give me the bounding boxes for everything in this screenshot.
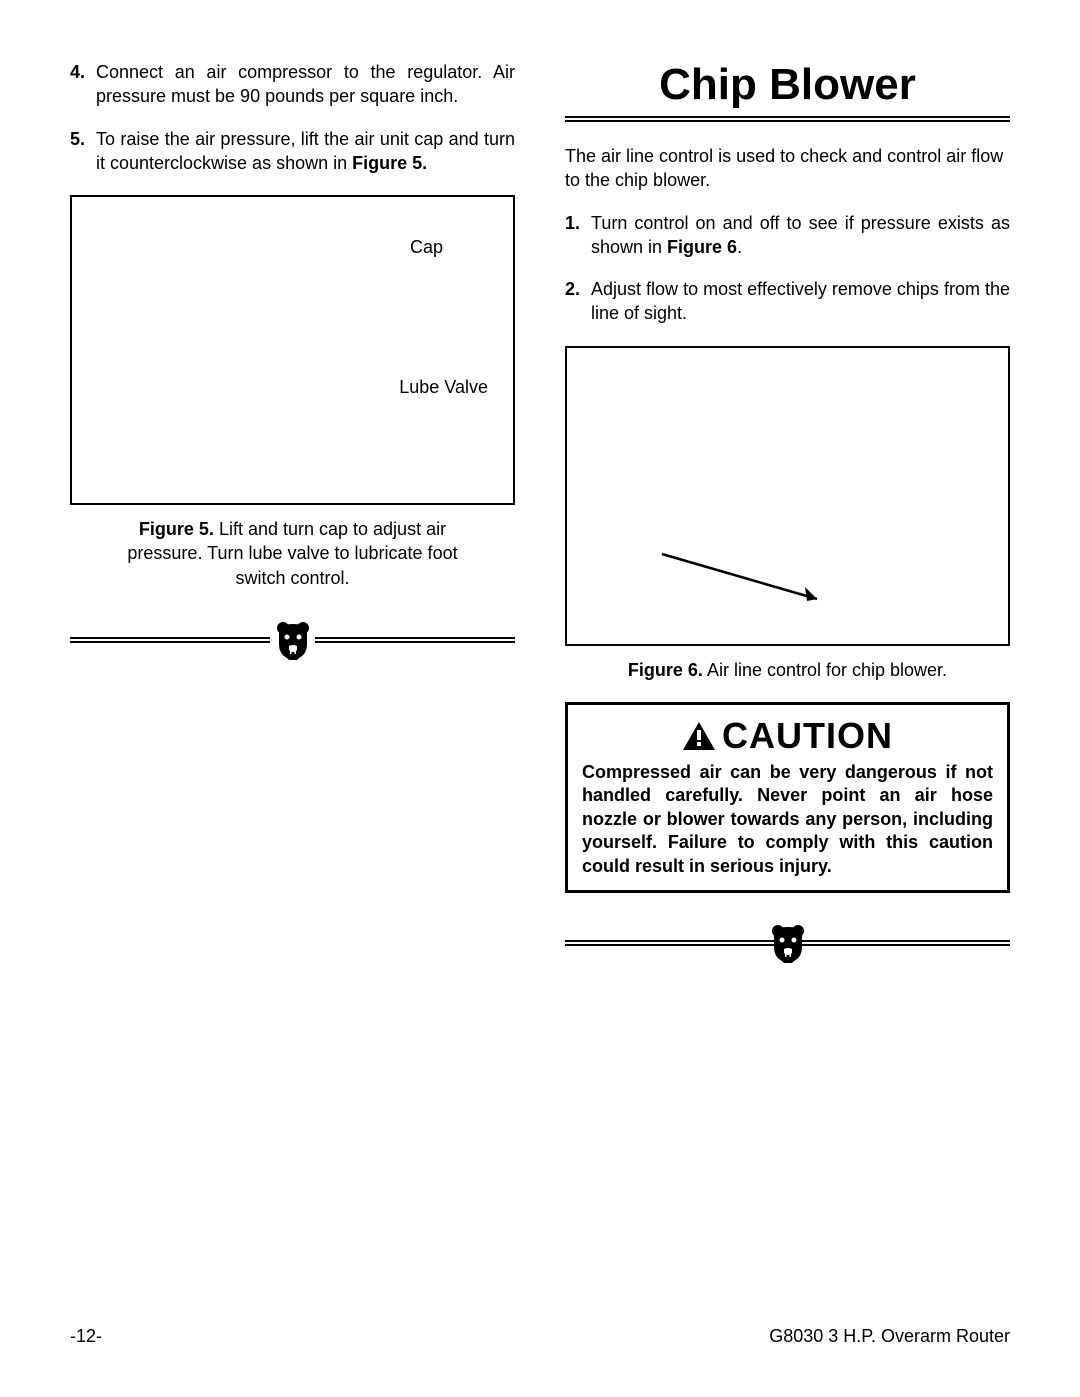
list-body: Connect an air compressor to the regulat… <box>96 60 515 109</box>
warning-triangle-icon <box>682 721 716 751</box>
caution-header: CAUTION <box>582 715 993 757</box>
list-number: 4. <box>70 60 96 109</box>
figure-6-caption: Figure 6. Air line control for chip blow… <box>565 658 1010 682</box>
caption-bold: Figure 5. <box>139 519 214 539</box>
caution-title: CAUTION <box>722 715 893 757</box>
text-run: To raise the air pressure, lift the air … <box>96 129 515 173</box>
figure-ref: Figure 6 <box>667 237 737 257</box>
title-rule <box>565 116 1010 122</box>
list-item-2: 2. Adjust flow to most effectively remov… <box>565 277 1010 326</box>
list-item-5: 5. To raise the air pressure, lift the a… <box>70 127 515 176</box>
page-footer: -12- G8030 3 H.P. Overarm Router <box>70 1326 1010 1347</box>
section-divider <box>565 923 1010 963</box>
caution-text: Compressed air can be very dangerous if … <box>582 761 993 878</box>
caption-bold: Figure 6. <box>628 660 703 680</box>
list-number: 5. <box>70 127 96 176</box>
page-number: -12- <box>70 1326 102 1347</box>
list-body: To raise the air pressure, lift the air … <box>96 127 515 176</box>
figure-label-cap: Cap <box>410 237 443 258</box>
section-title: Chip Blower <box>565 60 1010 110</box>
list-item-1: 1. Turn control on and off to see if pre… <box>565 211 1010 260</box>
intro-text: The air line control is used to check an… <box>565 144 1010 193</box>
figure-label-lube-valve: Lube Valve <box>399 377 488 398</box>
right-column: Chip Blower The air line control is used… <box>565 60 1010 983</box>
divider-line-right <box>796 940 1010 946</box>
list-body: Turn control on and off to see if pressu… <box>591 211 1010 260</box>
bear-head-icon <box>770 923 806 963</box>
num-bold: 2 <box>565 279 575 299</box>
figure-5-caption: Figure 5. Lift and turn cap to adjust ai… <box>70 517 515 590</box>
doc-title: G8030 3 H.P. Overarm Router <box>769 1326 1010 1347</box>
caution-box: CAUTION Compressed air can be very dange… <box>565 702 1010 893</box>
bear-head-icon <box>275 620 311 660</box>
figure-5-box: Cap Lube Valve <box>70 195 515 505</box>
manual-page: 4. Connect an air compressor to the regu… <box>0 0 1080 1397</box>
list-item-4: 4. Connect an air compressor to the regu… <box>70 60 515 109</box>
list-number: 2. <box>565 277 591 326</box>
text-run: Turn control on and off to see if pressu… <box>591 213 1010 257</box>
two-column-layout: 4. Connect an air compressor to the regu… <box>70 60 1010 983</box>
section-divider <box>70 620 515 660</box>
figure-6-box <box>565 346 1010 646</box>
caption-rest: Air line control for chip blower. <box>703 660 947 680</box>
divider-line-left <box>565 940 779 946</box>
list-number: 1. <box>565 211 591 260</box>
text-run: . <box>737 237 742 257</box>
divider-line-left <box>70 637 270 643</box>
left-column: 4. Connect an air compressor to the regu… <box>70 60 515 983</box>
num-dot: . <box>575 279 580 299</box>
divider-line-right <box>315 637 515 643</box>
list-body: Adjust flow to most effectively remove c… <box>591 277 1010 326</box>
arrow-icon <box>657 549 837 609</box>
figure-ref: Figure 5. <box>352 153 427 173</box>
